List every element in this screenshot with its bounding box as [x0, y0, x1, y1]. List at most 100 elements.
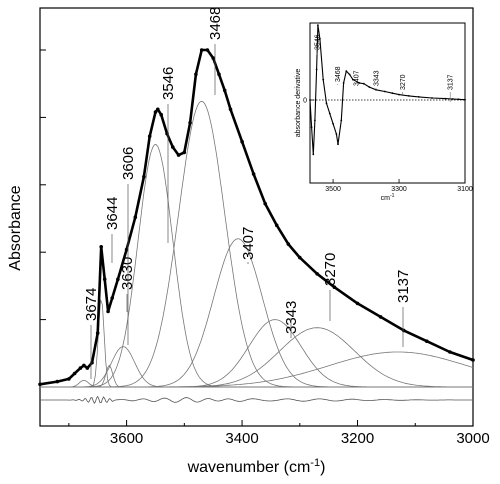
spectrum-point: [156, 107, 160, 112]
spectrum-point: [38, 382, 42, 387]
spectrum-point: [182, 150, 187, 155]
inset-peak-label-3546: 3546: [314, 34, 321, 50]
inset-derivative-point: [362, 82, 365, 85]
x-axis-title: wavenumber (cm-1): [187, 457, 326, 476]
spectrum-point: [99, 245, 103, 249]
inset-y-tick-label: 0: [303, 98, 307, 105]
spectrum-point: [222, 88, 227, 93]
spectrum-point: [211, 56, 215, 60]
spectrum-point: [401, 328, 406, 333]
inset-peak-label-3270: 3270: [400, 74, 407, 90]
spectrum-point: [240, 139, 244, 144]
spectrum-point: [171, 145, 175, 149]
inset-derivative-point: [309, 99, 311, 101]
inset-peak-label-3343: 3343: [373, 70, 380, 86]
inset-plot: 0 3500 3300 3100 cm-1 absorbance derivative 35…: [295, 22, 473, 202]
peak-label-3468: 3468: [207, 7, 224, 40]
spectrum-point: [205, 48, 210, 52]
spectrum-point: [199, 48, 204, 52]
component-band-3407: [40, 238, 473, 388]
spectrum-point: [55, 379, 60, 384]
spectrum-point: [194, 72, 198, 77]
spectrum-point: [67, 377, 71, 381]
spectrum-point: [124, 247, 129, 252]
inset-derivative-point: [391, 92, 394, 95]
inset-derivative-point: [348, 73, 351, 76]
peak-label-3343: 3343: [283, 301, 300, 334]
spectrum-point: [133, 215, 138, 219]
peak-label-3644: 3644: [104, 197, 121, 230]
inset-x-axis-title: cm-1: [381, 193, 395, 202]
spectrum-point: [251, 172, 256, 176]
x-tick-label: 3000: [456, 430, 489, 447]
spectrum-point: [110, 296, 114, 300]
peak-label-3674: 3674: [83, 288, 100, 321]
inset-derivative-point: [345, 70, 348, 72]
peak-label-3606: 3606: [120, 147, 137, 180]
spectrum-point: [116, 277, 120, 282]
inset-derivative-point: [319, 37, 321, 40]
inset-derivative-point: [352, 78, 354, 81]
main-plot: 3600 3400 3200 3000 wavenumber (cm-1) Absorba…: [7, 7, 490, 476]
inset-derivative-line: [309, 25, 466, 155]
inset-derivative-point: [312, 153, 315, 156]
plot-frame: [39, 7, 474, 427]
spectrum-point: [95, 331, 100, 335]
x-tick-label: 3400: [225, 430, 258, 447]
peak-label-3407: 3407: [240, 227, 257, 260]
spectrum-point: [217, 72, 221, 77]
spectrum-point: [153, 110, 158, 114]
component-band-3137: [40, 351, 474, 388]
spectrum-point: [471, 358, 475, 362]
spectrum-point: [142, 174, 146, 179]
inset-derivative-point: [340, 119, 343, 122]
x-tick-label: 3600: [110, 430, 143, 447]
inset-peak-label-3407: 3407: [354, 70, 361, 86]
inset-derivative-point: [335, 133, 338, 135]
inset-derivative-point: [451, 98, 454, 100]
spectrum-point: [263, 201, 268, 206]
inset-derivative-point: [332, 122, 334, 125]
inset-derivative-point: [325, 102, 328, 105]
residual-trace: [40, 395, 473, 404]
spectrum-point: [85, 366, 90, 370]
inset-derivative-point: [457, 98, 460, 101]
inset-derivative-point: [322, 78, 325, 81]
spectrum-point: [159, 112, 163, 117]
inset-derivative-point: [408, 95, 410, 97]
inset-derivative-point: [368, 86, 371, 88]
inset-y-axis-title: absorbance derivative: [295, 69, 302, 138]
spectrum-point: [298, 255, 302, 260]
inset-derivative-point: [315, 68, 318, 71]
spectrum-point: [78, 366, 83, 370]
spectrum-point: [188, 121, 192, 125]
spectrum-point: [228, 107, 233, 112]
inset-peak-label-3137: 3137: [448, 74, 455, 90]
spectrum-point: [315, 272, 319, 276]
peak-label-3546: 3546: [160, 67, 177, 100]
inset-derivative-point: [444, 97, 447, 100]
inset-x-tick-label: 3300: [391, 186, 407, 193]
spectrum-point: [102, 277, 107, 282]
inset-derivative-point: [314, 119, 316, 122]
spectrum-point: [332, 285, 337, 290]
inset-derivative-point: [310, 126, 313, 129]
spectrum-point: [72, 371, 77, 376]
spectrum-point: [425, 339, 429, 344]
inset-x-tick-label: 3100: [457, 186, 473, 193]
inset-derivative-point: [398, 93, 400, 96]
inset-derivative-point: [417, 96, 420, 98]
spectrum-point: [82, 363, 86, 368]
inset-derivative-point: [464, 98, 466, 101]
inset-peak-label-3468: 3468: [335, 66, 342, 82]
peak-label-3270: 3270: [322, 253, 339, 286]
spectrum-point: [286, 242, 291, 246]
spectrum-point: [378, 315, 383, 319]
spectrum-point: [355, 301, 360, 306]
y-axis-title: Absorbance: [7, 185, 24, 270]
x-tick-label: 3200: [341, 430, 374, 447]
spectrum-point: [147, 134, 152, 139]
spectrum-point: [176, 153, 181, 157]
inset-derivative-point: [384, 90, 386, 93]
